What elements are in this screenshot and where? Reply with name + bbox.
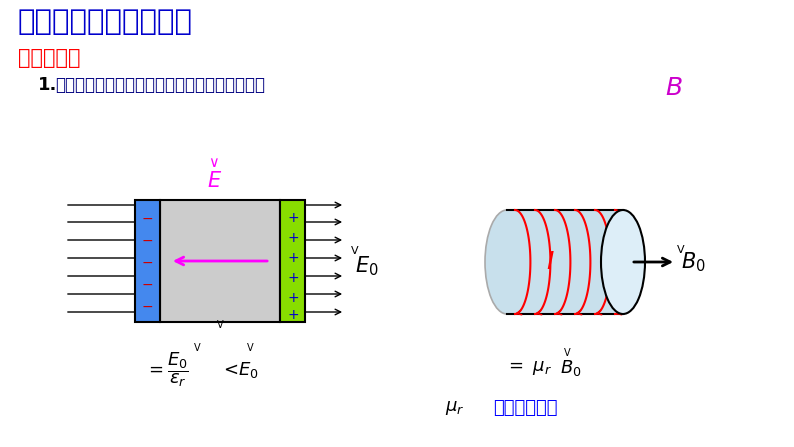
Text: V: V bbox=[564, 348, 570, 358]
Text: $+$: $+$ bbox=[287, 308, 299, 322]
Text: $+$: $+$ bbox=[287, 271, 299, 285]
Text: $\boldsymbol{\mathit{B}}_0$: $\boldsymbol{\mathit{B}}_0$ bbox=[681, 250, 706, 274]
Bar bbox=[135, 200, 160, 322]
Ellipse shape bbox=[485, 210, 529, 314]
Text: 磁介质及磁化微观机制: 磁介质及磁化微观机制 bbox=[18, 8, 193, 36]
Text: $-$: $-$ bbox=[141, 233, 153, 247]
Text: $= \ \mu_r$: $= \ \mu_r$ bbox=[505, 359, 553, 377]
Text: $-$: $-$ bbox=[141, 255, 153, 269]
Text: 1.: 1. bbox=[38, 76, 57, 94]
Text: $\boldsymbol{\mathit{E}}_0$: $\boldsymbol{\mathit{E}}_0$ bbox=[355, 254, 379, 278]
Text: $\boldsymbol{\mathit{B}}$: $\boldsymbol{\mathit{B}}$ bbox=[665, 76, 683, 100]
Text: V: V bbox=[677, 245, 684, 255]
Text: 一、磁介质: 一、磁介质 bbox=[18, 48, 80, 68]
Text: $= \dfrac{E_0}{\varepsilon_r}$: $= \dfrac{E_0}{\varepsilon_r}$ bbox=[145, 351, 189, 389]
Text: $-$: $-$ bbox=[141, 211, 153, 225]
Text: $+$: $+$ bbox=[287, 251, 299, 265]
Text: 一相对磁导率: 一相对磁导率 bbox=[493, 399, 557, 417]
Text: V: V bbox=[194, 343, 200, 353]
Ellipse shape bbox=[601, 210, 645, 314]
Text: $+$: $+$ bbox=[287, 211, 299, 225]
Text: $\mu_r$: $\mu_r$ bbox=[445, 399, 464, 417]
Text: $+$: $+$ bbox=[287, 291, 299, 305]
Text: 磁介质：是经磁化后能够影响磁场分布的物质。: 磁介质：是经磁化后能够影响磁场分布的物质。 bbox=[55, 76, 265, 94]
Text: $-$: $-$ bbox=[141, 299, 153, 313]
Text: $\boldsymbol{\mathit{B}}_0$: $\boldsymbol{\mathit{B}}_0$ bbox=[560, 358, 582, 378]
Text: $\boldsymbol{\mathit{E}}_0$: $\boldsymbol{\mathit{E}}_0$ bbox=[238, 360, 259, 380]
Bar bbox=[160, 200, 280, 322]
Text: $+$: $+$ bbox=[287, 231, 299, 245]
Text: V: V bbox=[351, 246, 359, 256]
Text: V: V bbox=[217, 320, 223, 330]
Text: $-$: $-$ bbox=[141, 277, 153, 291]
Text: $\overset{\vee}{\boldsymbol{\mathit{E}}}$: $\overset{\vee}{\boldsymbol{\mathit{E}}}… bbox=[207, 159, 222, 192]
Bar bbox=[507, 210, 623, 314]
Bar bbox=[280, 200, 305, 322]
Text: $<$: $<$ bbox=[220, 361, 239, 379]
Text: V: V bbox=[247, 343, 253, 353]
Text: $\boldsymbol{\mathit{I}}$: $\boldsymbol{\mathit{I}}$ bbox=[545, 250, 554, 274]
